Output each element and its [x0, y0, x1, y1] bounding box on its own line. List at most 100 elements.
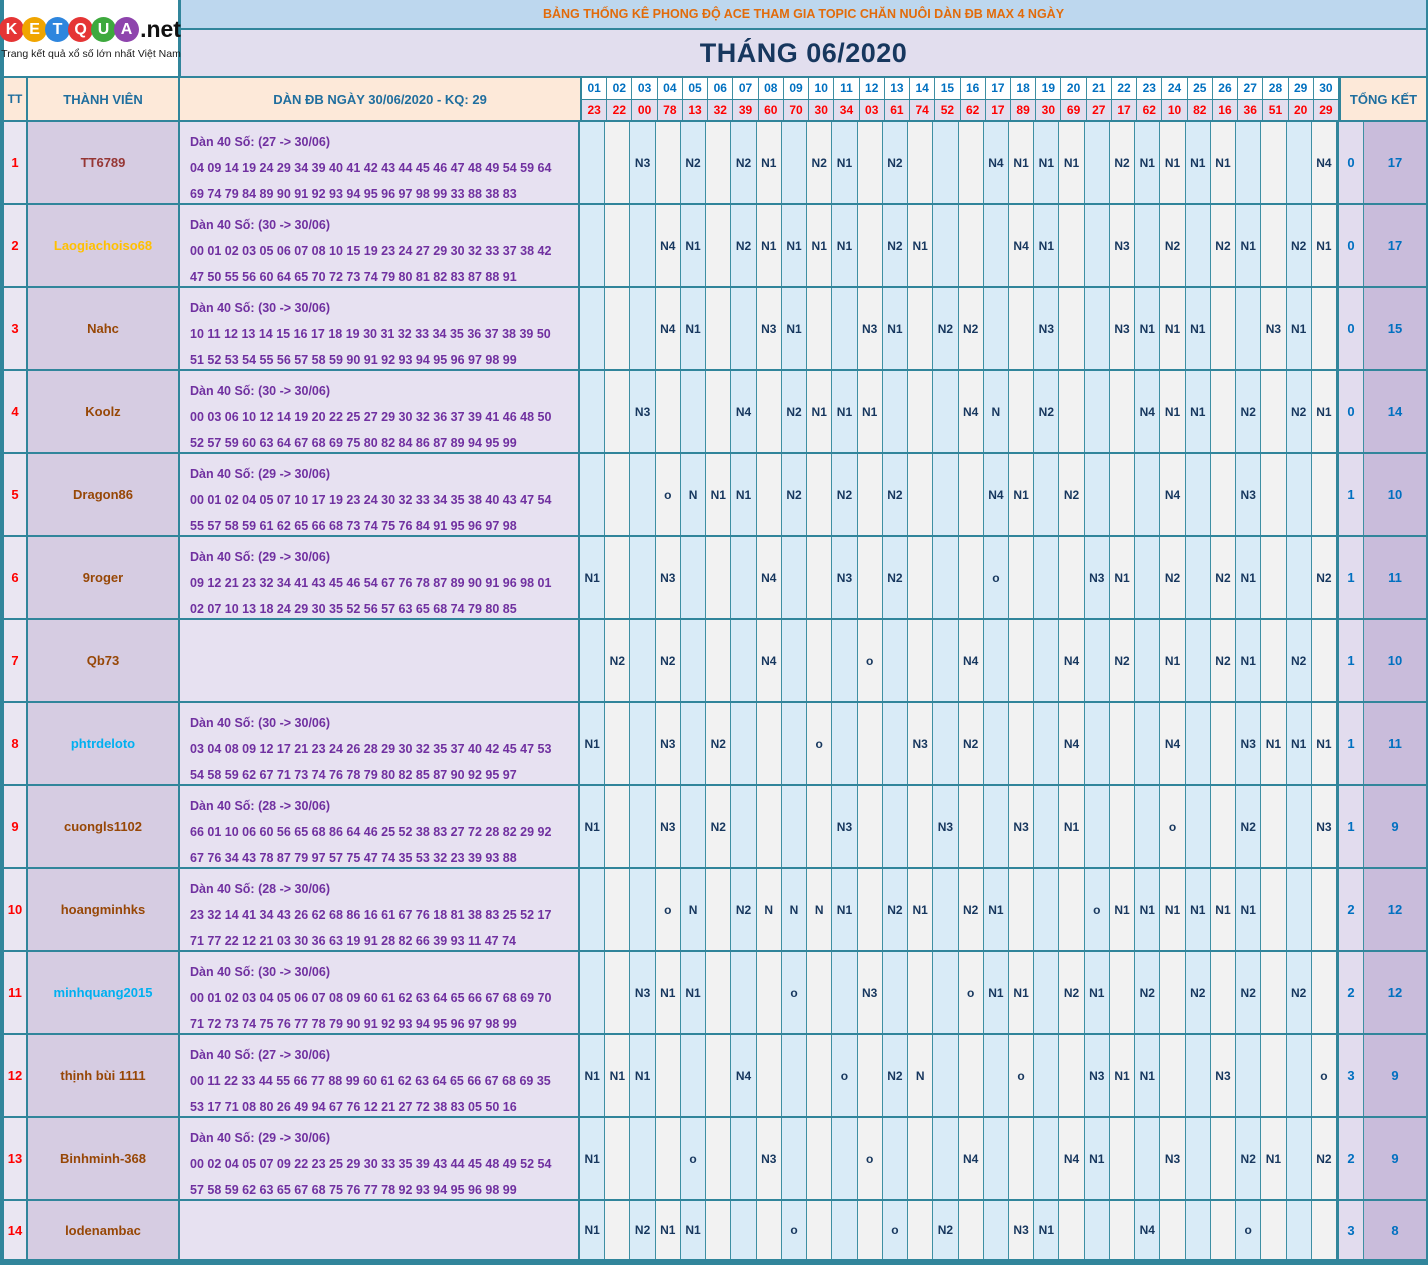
- member-name: thịnh bùi 1111: [28, 1035, 180, 1116]
- member-dan-info: [180, 620, 580, 701]
- table-row: 8phtrdelotoDàn 40 Số: (30 -> 30/06)03 04…: [4, 703, 1426, 786]
- day-cell: N2: [959, 703, 984, 784]
- day-cell: [656, 1118, 681, 1199]
- total-count-cell: 9: [1364, 786, 1426, 867]
- day-cell: [656, 1035, 681, 1116]
- total-count-cell: 10: [1364, 620, 1426, 701]
- day-cell: [959, 786, 984, 867]
- member-dan-label: Dàn 40 Số: (28 -> 30/06): [190, 793, 578, 819]
- day-cell: [984, 1201, 1009, 1259]
- day-cell: N1: [1085, 1118, 1110, 1199]
- day-cell: N1: [1009, 454, 1034, 535]
- day-cell: N1: [1085, 952, 1110, 1033]
- site-logo[interactable]: KETQUA.net Trang kết quả xổ số lớn nhất …: [4, 0, 181, 76]
- day-number: 16: [961, 78, 986, 99]
- logo-letter: T: [45, 17, 70, 42]
- day-cell: N3: [630, 952, 655, 1033]
- day-cell: [1110, 1118, 1135, 1199]
- day-cell: [1059, 288, 1084, 369]
- row-index: 4: [4, 371, 28, 452]
- day-cell: [731, 1201, 756, 1259]
- row-index: 7: [4, 620, 28, 701]
- day-cell: [1034, 1118, 1059, 1199]
- day-cell: N2: [883, 122, 908, 203]
- day-cells: N2N2N4oN4N4N2N1N2N1N2: [580, 620, 1339, 701]
- day-cells: N4N1N2N1N1N1N1N2N1N4N1N3N2N2N1N2N1: [580, 205, 1339, 286]
- day-number: 06: [708, 78, 733, 99]
- table-row: 1TT6789Dàn 40 Số: (27 -> 30/06)04 09 14 …: [4, 122, 1426, 205]
- o-count-cell: 0: [1339, 122, 1364, 203]
- header-days: 0102030405060708091011121314151617181920…: [582, 78, 1341, 120]
- day-cell: N4: [731, 371, 756, 452]
- day-cell: [1287, 1035, 1312, 1116]
- day-cell: [757, 786, 782, 867]
- member-name: minhquang2015: [28, 952, 180, 1033]
- day-cell: N3: [908, 703, 933, 784]
- member-name: Koolz: [28, 371, 180, 452]
- day-cell: [605, 288, 630, 369]
- member-name: hoangminhks: [28, 869, 180, 950]
- day-cell: N1: [580, 1035, 605, 1116]
- day-cell: [1059, 1201, 1084, 1259]
- day-cell: [1034, 620, 1059, 701]
- day-cell: [832, 620, 857, 701]
- day-cell: o: [959, 952, 984, 1033]
- member-numbers-line1: 00 01 02 04 05 07 10 17 19 23 24 30 32 3…: [190, 487, 578, 513]
- day-cell: [1009, 537, 1034, 618]
- day-cell: [1312, 454, 1336, 535]
- day-result: 20: [1289, 100, 1314, 121]
- total-count-cell: 17: [1364, 122, 1426, 203]
- day-cell: N3: [757, 288, 782, 369]
- day-cell: N1: [1211, 122, 1236, 203]
- day-cell: [883, 786, 908, 867]
- day-cell: N1: [656, 1201, 681, 1259]
- day-cell: [908, 1118, 933, 1199]
- table-row: 2Laogiachoiso68Dàn 40 Số: (30 -> 30/06)0…: [4, 205, 1426, 288]
- day-cell: N1: [630, 1035, 655, 1116]
- day-cell: [1261, 952, 1286, 1033]
- day-cell: [1236, 288, 1261, 369]
- header-member: THÀNH VIÊN: [28, 78, 180, 120]
- day-cell: [858, 869, 883, 950]
- day-result: 74: [910, 100, 935, 121]
- day-cell: N1: [1160, 869, 1185, 950]
- day-cells: oNN1N1N2N2N2N4N1N2N4N3: [580, 454, 1339, 535]
- day-cell: N2: [782, 454, 807, 535]
- day-cell: [782, 620, 807, 701]
- member-numbers-line1: 00 11 22 33 44 55 66 77 88 99 60 61 62 6…: [190, 1068, 578, 1094]
- day-result: 62: [961, 100, 986, 121]
- day-cell: o: [984, 537, 1009, 618]
- day-number: 05: [683, 78, 708, 99]
- day-cell: [630, 454, 655, 535]
- day-cell: [1211, 454, 1236, 535]
- day-cell: [1160, 1035, 1185, 1116]
- member-dan-info: Dàn 40 Số: (30 -> 30/06)00 01 02 03 05 0…: [180, 205, 580, 286]
- day-cell: N1: [1034, 1201, 1059, 1259]
- day-cell: N2: [1312, 537, 1336, 618]
- total-count-cell: 8: [1364, 1201, 1426, 1259]
- day-cell: [1211, 1118, 1236, 1199]
- day-cell: N1: [681, 288, 706, 369]
- day-cell: [782, 537, 807, 618]
- member-dan-info: Dàn 40 Số: (30 -> 30/06)10 11 12 13 14 1…: [180, 288, 580, 369]
- day-cell: [984, 620, 1009, 701]
- day-cell: N2: [959, 288, 984, 369]
- day-result: 61: [885, 100, 910, 121]
- day-cells: oNN2NNNN1N2N1N2N1oN1N1N1N1N1N1: [580, 869, 1339, 950]
- page-header: KETQUA.net Trang kết quả xổ số lớn nhất …: [4, 0, 1426, 78]
- day-cell: N3: [1110, 205, 1135, 286]
- day-cell: [1287, 1201, 1312, 1259]
- day-cell: [1034, 1035, 1059, 1116]
- day-number: 03: [632, 78, 657, 99]
- o-count-cell: 2: [1339, 1118, 1364, 1199]
- table-column-header: TT THÀNH VIÊN DÀN ĐB NGÀY 30/06/2020 - K…: [4, 78, 1426, 122]
- table-body: 1TT6789Dàn 40 Số: (27 -> 30/06)04 09 14 …: [4, 122, 1426, 1261]
- month-title: THÁNG 06/2020: [181, 30, 1426, 76]
- member-dan-info: Dàn 40 Số: (29 -> 30/06)00 01 02 04 05 0…: [180, 454, 580, 535]
- logo-letter: E: [22, 17, 47, 42]
- day-cell: [1009, 620, 1034, 701]
- member-numbers-line2: 47 50 55 56 60 64 65 70 72 73 74 79 80 8…: [190, 264, 578, 286]
- day-cell: N2: [1211, 205, 1236, 286]
- day-cell: o: [1312, 1035, 1336, 1116]
- day-cell: N1: [1312, 703, 1336, 784]
